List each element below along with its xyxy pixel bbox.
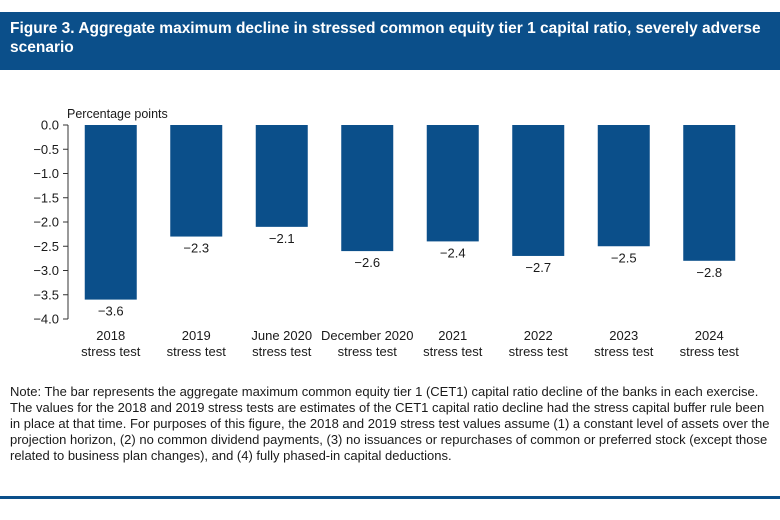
x-tick-label-sub: stress test	[423, 344, 483, 359]
y-tick-label: −2.5	[33, 239, 59, 254]
y-axis-label: Percentage points	[67, 107, 168, 121]
bottom-rule	[0, 496, 780, 499]
data-label: −2.8	[696, 265, 722, 280]
bar	[170, 125, 223, 237]
data-label: −2.1	[269, 231, 295, 246]
figure-note: Note: The bar represents the aggregate m…	[10, 384, 770, 463]
x-tick-label: June 2020	[251, 328, 312, 343]
data-label: −2.4	[440, 245, 466, 260]
x-tick-label-sub: stress test	[167, 344, 227, 359]
y-tick-label: −3.5	[33, 287, 59, 302]
bar	[426, 125, 479, 242]
data-label: −2.5	[611, 250, 637, 265]
y-tick-label: −1.0	[33, 166, 59, 181]
figure-title: Figure 3. Aggregate maximum decline in s…	[0, 12, 780, 70]
bar-chart: Percentage points 0.0 −0.5 −1.0 −1.5 −2.0 −2.5…	[33, 107, 740, 359]
y-tick-label: −1.5	[33, 190, 59, 205]
x-tick-label: December 2020	[321, 328, 414, 343]
data-label: −3.6	[98, 304, 124, 319]
x-tick-label-sub: stress test	[338, 344, 398, 359]
x-tick-label: 2024	[695, 328, 724, 343]
bar	[84, 125, 137, 300]
y-tick-label: −4.0	[33, 312, 59, 327]
y-tick-label: 0.0	[41, 118, 59, 133]
x-tick-label: 2021	[438, 328, 467, 343]
y-tick-label: −2.0	[33, 215, 59, 230]
x-tick-label-sub: stress test	[81, 344, 141, 359]
x-tick-label-sub: stress test	[252, 344, 312, 359]
data-label: −2.6	[354, 255, 380, 270]
bar	[341, 125, 394, 252]
x-tick-label-sub: stress test	[594, 344, 654, 359]
bar	[255, 125, 308, 227]
bar	[683, 125, 736, 261]
x-tick-label: 2023	[609, 328, 638, 343]
x-tick-label: 2022	[524, 328, 553, 343]
x-tick-label-sub: stress test	[509, 344, 569, 359]
y-tick-label: −3.0	[33, 263, 59, 278]
data-label: −2.3	[183, 241, 209, 256]
x-tick-label-sub: stress test	[680, 344, 740, 359]
bar	[512, 125, 565, 256]
x-tick-label: 2019	[182, 328, 211, 343]
x-tick-label: 2018	[96, 328, 125, 343]
y-tick-label: −0.5	[33, 142, 59, 157]
data-label: −2.7	[525, 260, 551, 275]
bar	[597, 125, 650, 247]
